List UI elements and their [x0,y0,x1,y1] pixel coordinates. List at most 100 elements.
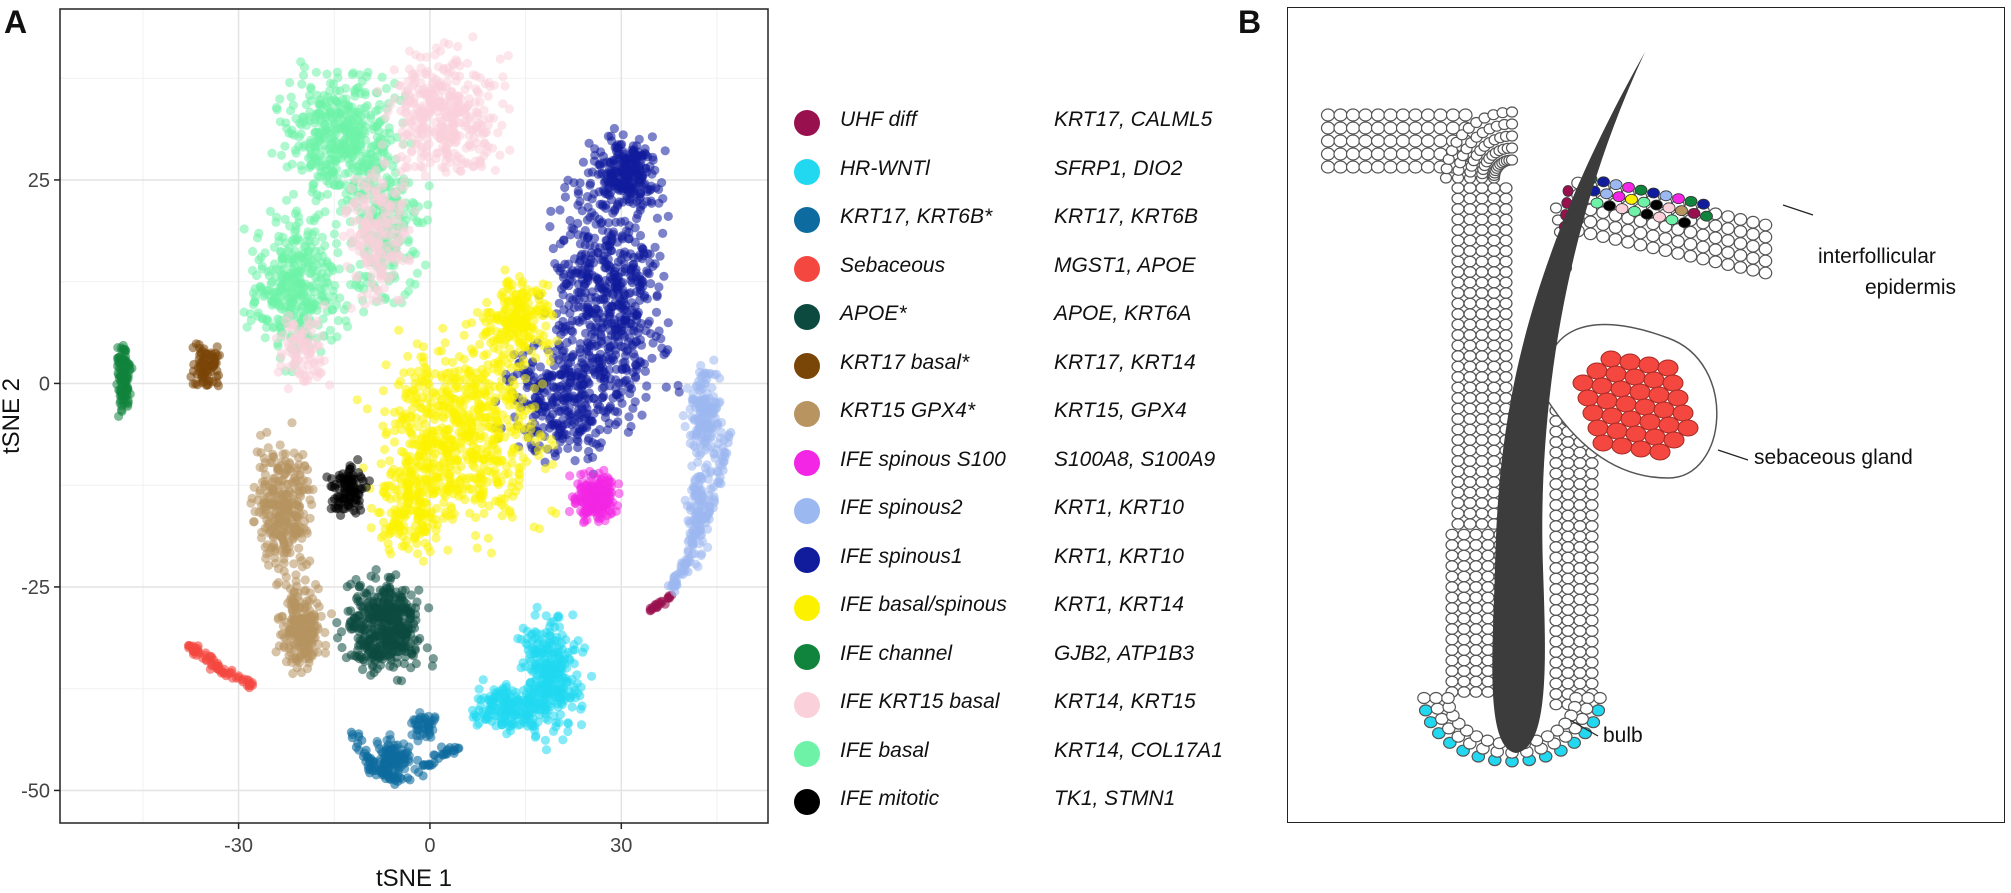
data-point [401,384,411,394]
data-point [395,474,405,484]
data-point [268,449,278,459]
data-point [424,181,434,191]
data-point [341,99,351,109]
data-point [427,409,437,419]
data-point [589,156,600,166]
data-point [390,485,400,495]
data-point [427,513,437,523]
data-point [663,211,673,221]
data-point [585,240,595,250]
data-point [283,479,293,489]
data-point [255,485,265,495]
data-point [616,255,626,265]
data-point [498,99,508,109]
data-point [654,282,664,292]
data-point [449,148,459,158]
data-point [444,424,455,434]
data-point [299,586,309,596]
data-point [479,508,489,519]
data-point [294,543,304,553]
data-point [306,82,316,92]
data-point [541,407,551,417]
data-point [540,464,551,474]
data-point [440,338,450,348]
data-point [399,508,409,518]
data-point [559,390,570,400]
data-point [385,494,395,504]
data-point [549,381,559,392]
data-point [434,91,444,101]
data-point [460,85,470,95]
data-point [440,163,450,173]
data-point [500,81,510,91]
data-point [651,307,662,317]
data-point [344,167,354,178]
data-point [435,80,445,90]
data-point [464,94,474,104]
data-point [360,232,370,242]
data-point [594,214,604,224]
data-point [610,176,620,186]
data-point [565,230,575,240]
data-point [587,417,597,427]
data-point [613,407,623,417]
data-point [380,444,390,455]
data-point [397,127,407,137]
data-point [470,530,481,541]
data-point [431,391,441,401]
data-point [617,139,627,149]
data-point [480,389,490,399]
data-point [463,369,473,379]
data-point [395,376,405,386]
data-point [660,146,670,156]
data-point [650,165,660,175]
data-point [577,425,587,435]
data-point [269,322,279,332]
data-point [470,495,480,505]
data-point [412,104,422,114]
data-point [441,143,451,153]
data-point [346,202,356,212]
data-point [398,255,408,266]
data-point [538,423,549,433]
data-point [420,526,431,537]
data-point [453,41,463,52]
data-point [555,239,566,249]
data-point [449,442,459,452]
data-point [440,443,450,453]
data-point [714,398,724,408]
data-point [420,362,430,373]
data-point [498,72,508,82]
data-point [460,422,471,432]
data-point [284,464,294,474]
data-point [357,118,367,128]
data-point [326,609,337,619]
data-point [447,134,457,144]
data-point [598,406,609,416]
data-point [298,509,309,519]
data-point [327,305,337,315]
data-point [355,239,365,249]
data-point [413,422,423,432]
data-point [276,630,286,640]
data-point [575,196,585,207]
data-point [404,469,414,479]
data-point [389,407,399,417]
data-point [490,165,500,175]
data-point [454,417,464,428]
data-point [603,131,614,141]
data-point [250,284,260,294]
data-point [421,142,431,152]
data-point [579,231,589,241]
data-point [413,484,423,494]
data-point [611,375,621,385]
data-point [483,91,493,101]
data-point [514,445,525,455]
data-point [460,109,470,119]
data-point [655,251,665,261]
data-point [367,270,377,280]
data-point [493,344,503,354]
data-point [305,513,315,523]
data-point [336,627,347,637]
data-point [497,367,507,377]
